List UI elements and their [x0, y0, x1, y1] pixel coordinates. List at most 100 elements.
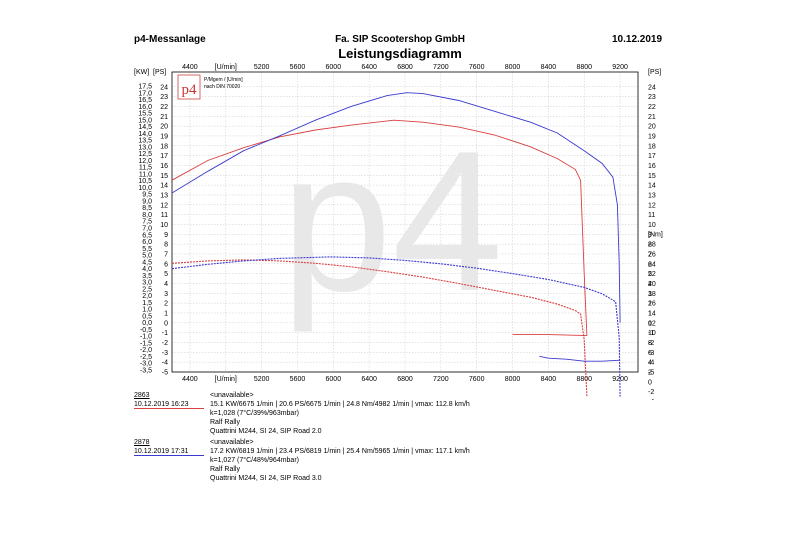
kw-tick-label: 4,0: [142, 266, 152, 273]
ps-tick-label-right: 19: [648, 133, 656, 140]
ps-tick-label-left: 18: [160, 143, 168, 150]
nm-tick-label: 26: [648, 251, 656, 258]
curves: [171, 92, 621, 397]
nm-tick-label: -2: [648, 389, 654, 396]
run-parts: Quattrini M244, SI 24, SIP Road 2.0: [210, 428, 322, 435]
ps-tick-label-left: 4: [164, 281, 168, 288]
ps-tick-label-right: 4: [648, 281, 652, 288]
kw-tick-label: 3,0: [142, 280, 152, 287]
logo-box: [177, 74, 201, 100]
app-name: p4-Messanlage: [134, 34, 206, 45]
ps-tick-label-left: 5: [164, 271, 168, 278]
x-tick-label-top: 6800: [397, 64, 413, 71]
x-tick-label-bottom: 8400: [541, 376, 557, 383]
ps-tick-label-right: -5: [648, 370, 654, 377]
run-vehicle: Ralf Rally: [210, 466, 240, 473]
chart-title: Leistungsdiagramm: [338, 46, 462, 61]
kw-tick-label: 11,0: [139, 171, 152, 178]
x-tick-label-bottom: 6800: [397, 376, 413, 383]
axes: 4400440052005200560056006000600064006400…: [134, 64, 663, 400]
kw-tick-label: 12,0: [138, 158, 152, 165]
kw-tick-label: 10,5: [138, 178, 152, 185]
series-line: [171, 92, 621, 323]
ps-axis-label-right: [PS]: [648, 69, 661, 76]
ps-tick-label-left: 13: [160, 192, 168, 199]
kw-tick-label: 9,0: [142, 198, 152, 205]
x-tick-label-bottom: 7600: [469, 376, 485, 383]
nm-tick-label: 20: [648, 281, 656, 288]
ps-tick-label-left: 8: [164, 242, 168, 249]
x-tick-label-top: 7200: [433, 64, 449, 71]
kw-tick-label: 7,0: [142, 226, 152, 233]
run-parts: Quattrini M244, SI 24, SIP Road 3.0: [210, 475, 322, 482]
ps-tick-label-right: 3: [648, 291, 652, 298]
ps-tick-label-right: -1: [648, 330, 654, 337]
kw-tick-label: 1,0: [142, 307, 152, 314]
ps-tick-label-left: 19: [160, 133, 168, 140]
x-tick-label-top: 9200: [612, 64, 628, 71]
x-tick-label-top: 6400: [361, 64, 377, 71]
series-line: [171, 256, 621, 397]
series-line: [171, 259, 588, 397]
ps-tick-label-left: 6: [164, 261, 168, 268]
run-vehicle: Ralf Rally: [210, 419, 240, 426]
run-color-swatch: [134, 408, 204, 409]
x-tick-label-top: 4400: [182, 64, 198, 71]
ps-tick-label-left: 22: [160, 104, 168, 111]
plot-frame: [171, 71, 639, 373]
kw-tick-label: 15,5: [138, 111, 152, 118]
ps-tick-label-right: 17: [648, 153, 656, 160]
nm-tick-label: 16: [648, 301, 656, 308]
ps-tick-label-right: 6: [648, 261, 652, 268]
run-id: 2863: [134, 392, 150, 399]
ps-tick-label-left: -1: [162, 330, 168, 337]
kw-tick-label: 0,0: [142, 320, 152, 327]
kw-tick-label: 14,0: [138, 131, 152, 138]
nm-tick-label: 0: [648, 379, 652, 386]
nm-tick-label: 22: [648, 271, 656, 278]
nm-axis-label: [Nm]: [648, 231, 663, 238]
p4-logo: p4 P/Mgem / [U/min] nach DIN 70020: [177, 74, 243, 100]
nm-tick-label: 8: [648, 340, 652, 347]
grid: [172, 72, 638, 373]
ps-tick-label-right: 8: [648, 242, 652, 249]
nm-tick-label: 24: [648, 261, 656, 268]
ps-tick-label-left: 14: [160, 183, 168, 190]
ps-tick-label-right: 21: [648, 114, 656, 121]
ps-tick-label-right: 24: [648, 84, 656, 91]
ps-tick-label-left: 9: [164, 232, 168, 239]
kw-tick-label: 11,5: [139, 165, 152, 172]
nm-tick-label: 4: [648, 360, 652, 367]
kw-tick-label: 4,5: [142, 259, 152, 266]
kw-tick-label: 17,0: [138, 90, 152, 97]
kw-tick-label: 9,5: [142, 192, 152, 199]
ps-tick-label-right: 10: [648, 222, 656, 229]
kw-tick-label: 15,0: [138, 117, 152, 124]
run-color-swatch: [134, 455, 204, 456]
nm-tick-label: 12: [648, 320, 656, 327]
nm-tick-label: 10: [648, 330, 656, 337]
ps-tick-label-right: 15: [648, 173, 656, 180]
ps-tick-label-left: -2: [162, 340, 168, 347]
logo-note-unit: P/Mgem / [U/min]: [204, 77, 243, 83]
run-name: <unavailable>: [210, 392, 254, 399]
x-tick-label-top: 5600: [290, 64, 306, 71]
kw-tick-label: 3,5: [142, 273, 152, 280]
kw-tick-label: 13,5: [138, 138, 152, 145]
ps-tick-label-right: -2: [648, 340, 654, 347]
kw-tick-label: -3,5: [140, 368, 152, 375]
x-tick-label-bottom: 7200: [433, 376, 449, 383]
ps-tick-label-right: 18: [648, 143, 656, 150]
kw-tick-label: 2,5: [142, 286, 152, 293]
nm-tick-label: 14: [648, 310, 656, 317]
kw-tick-label: 8,5: [142, 205, 152, 212]
series-line: [539, 355, 621, 362]
kw-tick-label: -3,0: [140, 361, 152, 368]
watermark: p4: [281, 110, 503, 333]
ps-tick-label-right: -3: [648, 350, 654, 357]
nm-tick-label: 2: [648, 370, 652, 377]
x-tick-label-bottom: 5200: [254, 376, 270, 383]
ps-tick-label-right: 23: [648, 94, 656, 101]
x-tick-label-top: 8400: [541, 64, 557, 71]
kw-tick-label: 16,0: [138, 104, 152, 111]
